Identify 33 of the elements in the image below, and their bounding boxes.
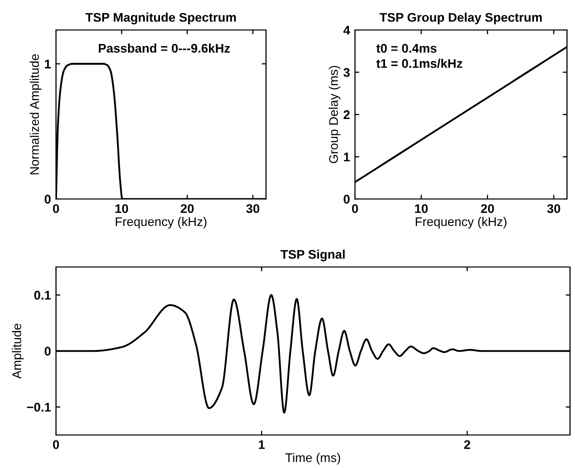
x-tick-label: 2 [464, 440, 470, 449]
x-tick-label: 10 [115, 204, 128, 214]
x-tick-label: 30 [547, 204, 560, 214]
x-axis-title: Frequency (kHz) [416, 216, 506, 229]
y-tick-label: 1 [44, 60, 51, 68]
x-tick-label: 10 [415, 204, 428, 214]
x-axis-title: Frequency (kHz) [116, 216, 206, 229]
annotation: t1 = 0.1ms/kHz [376, 58, 462, 68]
x-tick-label: 1 [258, 440, 265, 449]
chart-title: TSP Group Delay Spectrum [380, 12, 542, 24]
x-tick-label: 30 [246, 204, 260, 214]
chart-title: TSP Signal [280, 250, 345, 262]
y-tick-label: 0 [44, 346, 51, 356]
y-tick-label: 2 [344, 110, 350, 120]
y-tick-label: 0 [344, 194, 350, 204]
x-axis-title: Time (ms) [285, 452, 340, 465]
annotation: Passband = 0---9.6kHz [98, 44, 230, 53]
y-axis-title: Amplitude [12, 324, 24, 379]
x-tick-label: 0 [352, 204, 358, 214]
y-tick-label: 0 [44, 194, 51, 204]
x-tick-label: 20 [480, 204, 494, 214]
x-tick-label: 20 [180, 204, 194, 214]
y-axis-title: Group Delay (ms) [328, 66, 340, 164]
y-tick-label: 0.1 [34, 290, 51, 300]
y-tick-label: 1 [344, 152, 350, 162]
annotation: t0 = 0.4ms [376, 44, 436, 53]
chart-title: TSP Magnitude Spectrum [86, 12, 236, 24]
x-tick-label: 0 [53, 440, 59, 450]
y-tick-label: −0.1 [26, 402, 51, 412]
y-tick-label: 4 [343, 26, 350, 35]
x-tick-label: 0 [53, 204, 59, 214]
y-axis-title: Normalized Amplitude [30, 54, 42, 174]
y-tick-label: 3 [343, 68, 350, 77]
